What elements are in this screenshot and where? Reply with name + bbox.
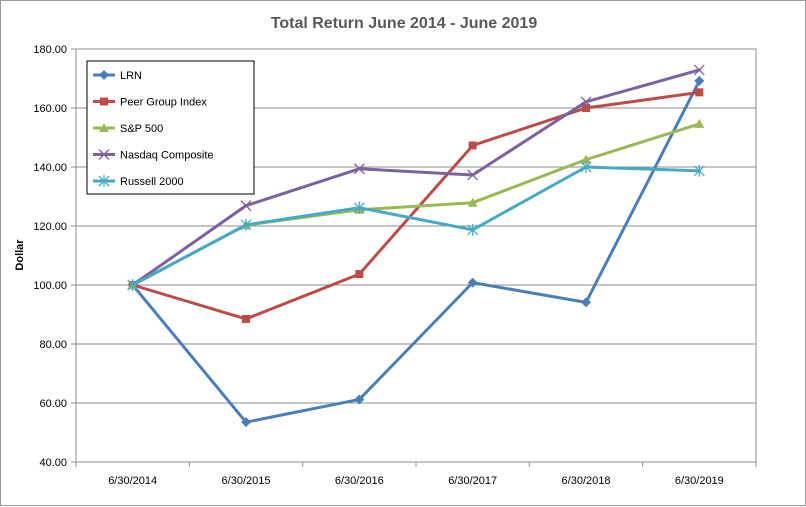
legend-swatch-marker (98, 149, 110, 160)
marker-stroke (580, 96, 592, 108)
y-tick-label: 40.00 (39, 457, 67, 469)
series-line-russell-2000 (131, 165, 701, 287)
axes (71, 48, 757, 467)
marker-stroke (240, 200, 252, 212)
legend-entry-russell-2000: Russell 2000 (93, 175, 184, 188)
legend: LRN Peer Group Index S&P 500 Nasdaq Composi… (86, 60, 255, 195)
series-line-nasdaq-composite (131, 68, 701, 287)
tick-labels: 40.00 60.00 80.00 100.00 120.00 140.00 160.00 1… (33, 44, 723, 487)
legend-entry-peer-group-index: Peer Group Index (93, 97, 207, 109)
data-point-russell-2000 (467, 223, 479, 236)
data-point-russell-2000 (693, 164, 705, 177)
legend-swatch-marker (99, 123, 109, 132)
legend-label: LRN (120, 70, 142, 82)
data-point-peer-group-index (242, 314, 250, 323)
marker-stroke (353, 163, 365, 175)
data-point-peer-group-index (695, 88, 704, 97)
data-point-lrn (467, 277, 478, 288)
data-point-russell-2000 (127, 279, 139, 291)
legend-swatch-marker (99, 70, 109, 80)
data-point-s-p-500 (694, 118, 705, 128)
data-point-nasdaq-composite (353, 163, 365, 175)
y-tick-label: 60.00 (39, 398, 67, 410)
x-tick-label: 6/30/2015 (222, 475, 271, 487)
series-line-lrn (131, 79, 701, 424)
data-point-lrn (694, 75, 705, 86)
legend-label: S&P 500 (120, 123, 163, 135)
data-point-nasdaq-composite (467, 169, 479, 181)
marker-stroke (98, 149, 110, 160)
data-point-lrn (581, 297, 591, 308)
legend-label: Russell 2000 (120, 176, 184, 188)
marker-stroke (693, 64, 705, 76)
x-tick-label: 6/30/2018 (562, 475, 611, 487)
data-point-russell-2000 (240, 218, 252, 231)
legend-entry-nasdaq-composite: Nasdaq Composite (93, 149, 214, 162)
y-axis-label: Dollar (14, 239, 26, 271)
y-tick-label: 160.00 (33, 103, 67, 115)
y-tick-label: 100.00 (33, 280, 67, 292)
x-tick-label: 6/30/2019 (675, 475, 724, 487)
data-point-nasdaq-composite (240, 200, 252, 212)
data-point-russell-2000 (580, 161, 592, 173)
series-lines (127, 64, 705, 428)
legend-label: Peer Group Index (120, 97, 207, 109)
data-point-lrn (241, 417, 251, 428)
x-tick-label: 6/30/2014 (108, 475, 157, 487)
data-point-nasdaq-composite (693, 64, 705, 76)
y-tick-label: 140.00 (33, 162, 67, 174)
y-tick-label: 180.00 (33, 44, 67, 56)
legend-entry-lrn: LRN (93, 70, 142, 82)
y-tick-label: 120.00 (33, 221, 67, 233)
legend-entry-s-p-500: S&P 500 (93, 123, 163, 135)
y-tick-label: 80.00 (39, 339, 67, 351)
data-point-peer-group-index (582, 104, 590, 112)
data-point-russell-2000 (353, 201, 365, 214)
data-point-s-p-500 (581, 154, 591, 164)
legend-swatch-marker (98, 175, 110, 187)
legend-label: Nasdaq Composite (120, 150, 214, 162)
x-tick-label: 6/30/2017 (448, 475, 497, 487)
chart-title: Total Return June 2014 - June 2019 (271, 15, 538, 32)
data-point-peer-group-index (355, 270, 364, 279)
series-line-peer-group-index (131, 90, 701, 321)
marker-stroke (467, 169, 479, 181)
data-point-lrn (354, 394, 365, 405)
legend-swatch-marker (100, 97, 108, 106)
x-tick-label: 6/30/2016 (335, 475, 384, 487)
data-point-s-p-500 (467, 197, 478, 207)
data-point-peer-group-index (468, 141, 477, 150)
data-point-nasdaq-composite (580, 96, 592, 108)
